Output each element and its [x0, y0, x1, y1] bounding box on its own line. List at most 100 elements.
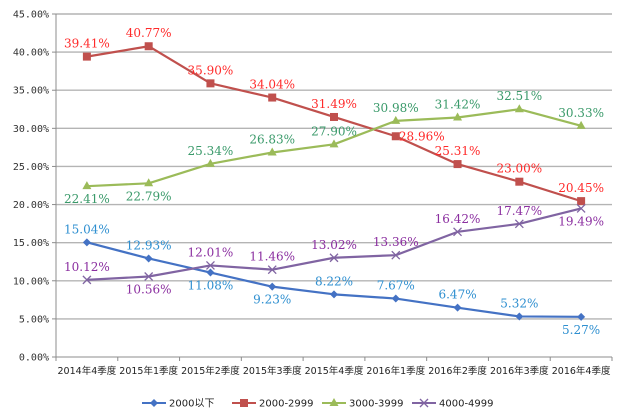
legend-marker [329, 398, 339, 406]
x-tick-label: 2016年3季度 [490, 365, 549, 377]
data-point [82, 52, 91, 61]
data-point [144, 254, 153, 263]
data-label: 11.08% [188, 279, 234, 293]
data-label: 27.90% [311, 124, 357, 138]
marker-stroke [576, 203, 586, 213]
data-point [267, 265, 277, 275]
data-point [453, 112, 463, 121]
data-label: 23.00% [496, 162, 542, 176]
data-label: 22.41% [64, 192, 110, 206]
axes [55, 14, 612, 358]
data-point [144, 272, 154, 281]
legend-marker [150, 399, 158, 407]
x-axis-ticks: 2014年4季度 2015年1季度 2015年2季度 2015年3季度 2015年4季度… [55, 357, 613, 377]
data-point [268, 93, 277, 102]
legend-label: 3000-3999 [349, 399, 404, 410]
data-label: 13.36% [373, 235, 419, 249]
data-label: 31.49% [311, 97, 357, 111]
data-point [514, 104, 524, 113]
marker-stroke [453, 227, 463, 237]
marker-stroke [329, 253, 339, 263]
y-tick-label: 20.00% [13, 200, 49, 211]
series-markers [82, 42, 586, 321]
legend: 2000以下 2000-2999 3000-3999 4000-4999 [142, 398, 494, 410]
data-label: 5.32% [500, 296, 538, 310]
data-label: 25.34% [188, 144, 234, 158]
legend-marker [419, 398, 429, 408]
y-tick-label: 30.00% [13, 124, 49, 135]
y-tick-label: 0.00% [19, 353, 49, 364]
data-point [144, 42, 153, 51]
legend-label: 2000-2999 [259, 399, 314, 410]
data-label: 9.23% [253, 293, 291, 307]
data-label: 39.41% [64, 37, 110, 51]
x-tick-label: 2016年1季度 [366, 365, 425, 377]
data-point [391, 250, 401, 260]
data-label: 30.33% [558, 106, 604, 120]
marker-stroke [267, 265, 277, 275]
y-tick-label: 40.00% [13, 48, 49, 59]
data-label: 16.42% [435, 212, 481, 226]
data-point [329, 139, 339, 148]
data-point [205, 158, 215, 167]
data-label: 8.22% [315, 274, 353, 288]
data-label: 15.04% [64, 222, 110, 236]
data-point [577, 312, 586, 321]
data-point [453, 160, 462, 169]
data-label: 32.51% [496, 89, 542, 103]
data-point [330, 112, 338, 121]
y-tick-label: 10.00% [13, 276, 49, 287]
data-label: 10.12% [64, 260, 110, 274]
data-point [515, 177, 524, 186]
data-point [577, 197, 586, 206]
marker-stroke [419, 398, 429, 408]
data-point [453, 227, 463, 237]
data-label: 30.98% [373, 101, 419, 115]
data-label: 22.79% [126, 189, 172, 203]
data-label: 40.77% [126, 26, 172, 40]
data-point [206, 268, 215, 277]
data-point [330, 290, 338, 299]
y-axis-ticks: 0.00% 5.00% 10.00% 15.00% 20.00% 25.00% 30.00%… [13, 10, 56, 364]
marker-stroke [391, 250, 401, 260]
data-point [268, 282, 277, 291]
data-label: 20.45% [558, 181, 604, 195]
data-label: 26.83% [249, 132, 295, 146]
x-tick-label: 2015年4季度 [305, 365, 364, 377]
legend-item: 4000-4999 [412, 399, 494, 410]
legend-item: 2000-2999 [232, 399, 314, 410]
legend-label: 4000-4999 [439, 399, 494, 410]
data-point [144, 178, 154, 187]
marker-stroke [205, 260, 215, 270]
marker-stroke [514, 219, 524, 229]
x-tick-label: 2016年4季度 [552, 365, 611, 377]
legend-marker [240, 399, 248, 407]
marker-stroke [144, 272, 154, 281]
data-point [514, 219, 524, 229]
legend-item: 2000以下 [142, 399, 214, 410]
data-point [205, 260, 215, 270]
data-point [391, 115, 401, 124]
data-label: 12.93% [126, 238, 172, 252]
data-point [576, 120, 586, 129]
x-tick-label: 2014年4季度 [58, 365, 117, 377]
data-label: 17.47% [496, 204, 542, 218]
data-label: 25.31% [435, 144, 481, 158]
data-label: 31.42% [435, 98, 481, 112]
x-tick-label: 2015年2季度 [181, 365, 240, 377]
data-label: 28.96% [399, 129, 445, 143]
legend-label: 2000以下 [169, 399, 214, 410]
data-point [391, 294, 400, 303]
data-label: 13.02% [311, 238, 357, 252]
x-tick-label: 2015年1季度 [119, 365, 178, 377]
data-label: 5.27% [562, 323, 600, 337]
y-tick-label: 25.00% [13, 162, 49, 173]
data-point [576, 203, 586, 213]
data-point [515, 312, 524, 321]
data-point [329, 253, 339, 263]
data-label: 6.47% [438, 288, 476, 302]
y-tick-label: 5.00% [19, 314, 49, 325]
data-label: 19.49% [558, 214, 604, 228]
data-point [82, 275, 92, 285]
